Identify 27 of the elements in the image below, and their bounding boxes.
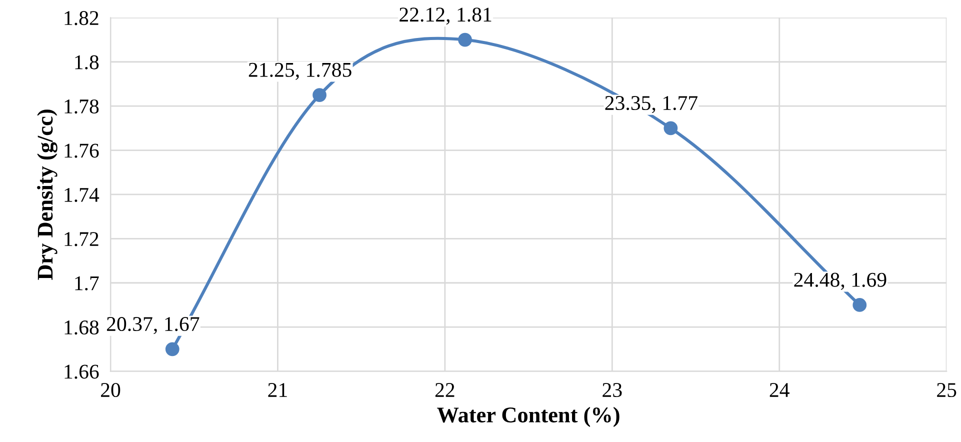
- point: [312, 88, 326, 102]
- y-axis-title: Dry Density (g/cc): [37, 110, 58, 280]
- y-tick-label: 1.76: [64, 144, 99, 158]
- x-tick-label: 20: [101, 382, 120, 398]
- data-label: 20.37, 1.67: [106, 317, 200, 334]
- data-label: 22.12, 1.81: [400, 8, 492, 25]
- y-tick-label: 1.66: [64, 364, 99, 379]
- y-tick-label: 1.74: [64, 188, 100, 202]
- y-tick-label: 1.82: [64, 11, 98, 26]
- point: [458, 32, 472, 47]
- data-label: 21.25, 1.785: [248, 62, 352, 80]
- x-tick-label: 24: [770, 383, 790, 397]
- x-tick-label: 21: [268, 383, 287, 397]
- point: [664, 121, 678, 136]
- point: [852, 298, 867, 312]
- data-label: 23.35, 1.77: [605, 96, 698, 114]
- x-tick-label: 23: [602, 383, 622, 398]
- x-tick-label: 25: [937, 383, 956, 398]
- data-label: 24.48, 1.69: [794, 272, 886, 290]
- y-tick-label: 1.7: [75, 276, 99, 290]
- y-tick-label: 1.72: [64, 232, 98, 246]
- x-tick-label: 22: [435, 383, 454, 397]
- point: [165, 342, 180, 356]
- y-tick-label: 1.8: [75, 55, 99, 70]
- x-axis-title: Water Content (%): [437, 406, 620, 427]
- y-tick-label: 1.78: [64, 99, 99, 114]
- y-tick-label: 1.68: [64, 320, 99, 335]
